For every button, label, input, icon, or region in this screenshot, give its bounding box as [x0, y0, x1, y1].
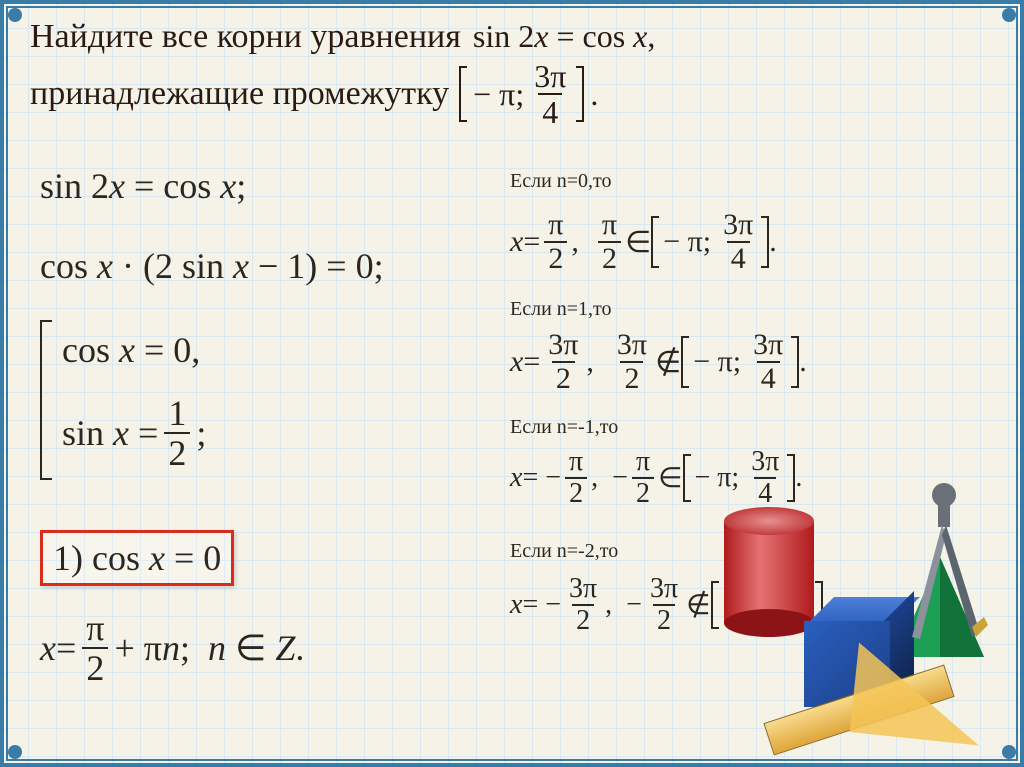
corner-dot — [8, 745, 22, 759]
case-nminus1-label: Если n=-1,то — [510, 416, 618, 439]
sys-eq-1: cos x = 0, — [62, 329, 206, 371]
eq-factored: cos x · (2 sin x − 1) = 0; — [40, 245, 384, 287]
case-n1-line: x = 3π2 , 3π2 ∉ − π; 3π4 . — [510, 330, 807, 394]
case-n0-label: Если n=0,то — [510, 170, 612, 193]
boxed-case-1: 1) cos x = 0 — [40, 530, 234, 586]
sys-eq-2: sin x = 12 ; — [62, 395, 206, 471]
compass-icon — [884, 477, 1004, 647]
cylinder-icon — [724, 507, 814, 637]
case-n0-line: x = π2 , π2 ∈ − π; 3π4 . — [510, 210, 777, 274]
general-solution: x = π2 + πn; n ∈ Z. — [40, 610, 304, 686]
case-nminus1-line: x = − π2 , − π2 ∈ − π; 3π4 . — [510, 448, 802, 508]
case-n1-label: Если n=1,то — [510, 298, 612, 321]
heading-text-2: принадлежащие промежутку — [30, 75, 449, 113]
heading-equation: sin 2x = cos x, — [473, 18, 655, 55]
corner-dot — [1002, 745, 1016, 759]
system-brace — [40, 320, 52, 480]
set-square-icon — [850, 642, 989, 745]
heading-interval: − π; 3π4 . — [459, 60, 598, 128]
heading: Найдите все корни уравнения sin 2x = cos… — [30, 18, 994, 128]
heading-text-1: Найдите все корни уравнения — [30, 18, 461, 56]
case-nminus2-label: Если n=-2,то — [510, 540, 618, 563]
eq-sin2x: sin 2x = cos x; — [40, 165, 246, 207]
